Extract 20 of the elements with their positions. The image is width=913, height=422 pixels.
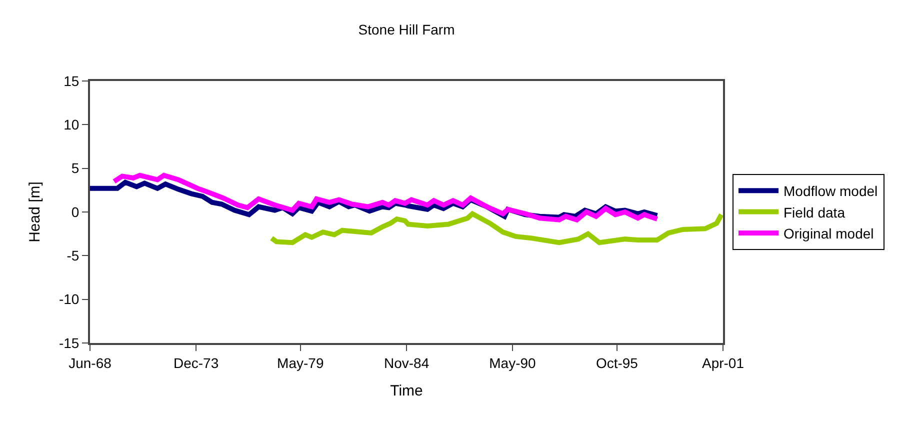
x-tick-label: May-79 xyxy=(277,354,324,371)
y-tick-label: 15 xyxy=(64,72,80,89)
y-tick-label: 0 xyxy=(71,204,80,220)
legend-label: Original model xyxy=(783,225,874,242)
legend-label: Field data xyxy=(783,204,846,220)
x-tick-label: May-90 xyxy=(489,354,536,371)
x-tick-label: Nov-84 xyxy=(384,354,430,371)
chart-title: Stone Hill Farm xyxy=(358,21,455,38)
x-tick-label: Dec-73 xyxy=(173,354,219,371)
y-tick-label: 5 xyxy=(71,160,80,176)
x-tick-label: Jun-68 xyxy=(68,354,112,371)
y-axis-title: Head [m] xyxy=(26,182,44,242)
x-tick-label: Oct-95 xyxy=(596,354,638,371)
y-tick-label: -10 xyxy=(58,291,80,308)
legend-label: Modflow model xyxy=(783,183,878,200)
x-axis-title: Time xyxy=(390,382,423,400)
y-tick-label: -15 xyxy=(58,334,80,351)
y-tick-label: 10 xyxy=(64,116,80,133)
y-tick-label: -5 xyxy=(66,248,80,264)
x-tick-label: Apr-01 xyxy=(702,354,744,371)
